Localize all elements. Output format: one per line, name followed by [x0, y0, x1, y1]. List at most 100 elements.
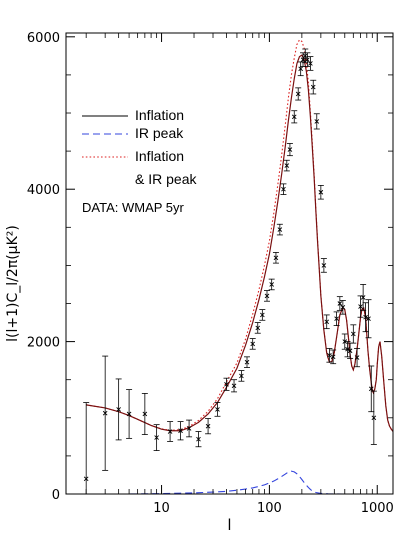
data-point: [360, 284, 367, 311]
data-marker: [167, 429, 173, 434]
data-marker: [244, 359, 250, 365]
data-marker: [318, 189, 324, 195]
data-marker: [368, 386, 374, 392]
plot-content: [83, 39, 393, 494]
data-point: [263, 290, 270, 302]
data-point: [344, 341, 351, 358]
data-marker: [284, 163, 290, 168]
data-marker: [287, 147, 293, 152]
data-marker: [354, 355, 360, 360]
data-point: [310, 79, 317, 95]
data-point: [83, 402, 90, 494]
data-marker: [264, 293, 270, 299]
data-point: [304, 52, 311, 67]
data-point: [272, 252, 279, 264]
data-point: [362, 302, 369, 333]
data-marker: [345, 346, 350, 352]
data-marker: [350, 331, 356, 337]
data-marker: [281, 186, 286, 192]
data-point: [186, 419, 193, 438]
data-point: [313, 113, 320, 130]
data-point: [320, 258, 327, 273]
y-tick-label: 2000: [27, 336, 60, 351]
data-marker: [239, 373, 244, 379]
data-marker: [371, 415, 377, 421]
data-point: [283, 159, 290, 172]
legend-label: IR peak: [135, 125, 184, 141]
y-axis-label: l(l+1)C_l/2π(μK²): [5, 225, 21, 342]
data-marker: [277, 227, 283, 232]
x-tick-label: 1000: [361, 501, 394, 516]
data-marker: [250, 341, 256, 347]
data-point: [195, 431, 202, 448]
data-point: [317, 184, 324, 200]
data-point: [370, 390, 377, 445]
data-marker: [334, 316, 339, 322]
data-marker: [305, 57, 310, 62]
data-marker: [260, 312, 265, 318]
data-marker: [186, 426, 192, 431]
data-marker: [231, 383, 237, 389]
data-point: [350, 324, 357, 344]
data-point: [336, 296, 343, 311]
data-marker: [302, 53, 308, 59]
data-point: [326, 348, 333, 363]
data-point: [323, 314, 330, 330]
data-marker: [205, 423, 211, 429]
data-marker: [300, 57, 306, 62]
data-point: [231, 379, 238, 393]
data-marker: [366, 316, 371, 322]
data-marker: [126, 411, 132, 417]
data-point: [365, 299, 372, 339]
data-point: [244, 356, 251, 368]
data-marker: [269, 282, 275, 287]
data-point: [354, 348, 361, 368]
legend-label: Inflation: [135, 107, 184, 123]
data-marker: [321, 263, 327, 268]
legend-label: Inflation: [135, 148, 184, 164]
data-marker: [273, 255, 279, 261]
x-tick-label: 10: [153, 501, 170, 516]
data-marker: [324, 319, 330, 325]
data-point: [214, 402, 221, 417]
data-marker: [142, 411, 148, 417]
data-point: [177, 421, 184, 441]
data-point: [223, 377, 230, 391]
y-tick-label: 0: [52, 488, 60, 503]
x-tick-label: 100: [257, 501, 282, 516]
data-marker: [196, 436, 201, 442]
data-marker: [358, 304, 363, 309]
data-point: [205, 418, 212, 435]
legend-label: & IR peak: [135, 171, 197, 187]
data-marker: [295, 91, 301, 97]
data-marker: [154, 435, 159, 440]
data-marker: [83, 476, 89, 482]
data-point: [254, 322, 261, 334]
data-point: [333, 311, 340, 327]
data-marker: [224, 381, 229, 387]
data-marker: [178, 428, 183, 434]
data-marker: [337, 301, 343, 306]
data-point: [115, 378, 122, 441]
data-marker: [340, 304, 346, 310]
data-marker: [314, 119, 320, 124]
data-marker: [298, 66, 303, 72]
data-marker: [310, 84, 316, 90]
data-point: [302, 48, 309, 64]
data-marker: [327, 353, 332, 358]
data-point: [368, 365, 375, 413]
data-point: [286, 143, 293, 157]
y-tick-label: 4000: [27, 183, 60, 198]
data-point: [307, 56, 314, 71]
data-marker: [291, 114, 297, 120]
data-marker: [360, 295, 366, 300]
data-point: [153, 424, 160, 451]
data-marker: [330, 354, 336, 360]
data-point: [238, 370, 245, 382]
data-annotation: DATA: WMAP 5yr: [82, 200, 185, 215]
data-point: [357, 295, 364, 318]
data-point: [295, 87, 302, 101]
data-point: [276, 223, 283, 236]
x-axis-label: l: [227, 516, 231, 534]
